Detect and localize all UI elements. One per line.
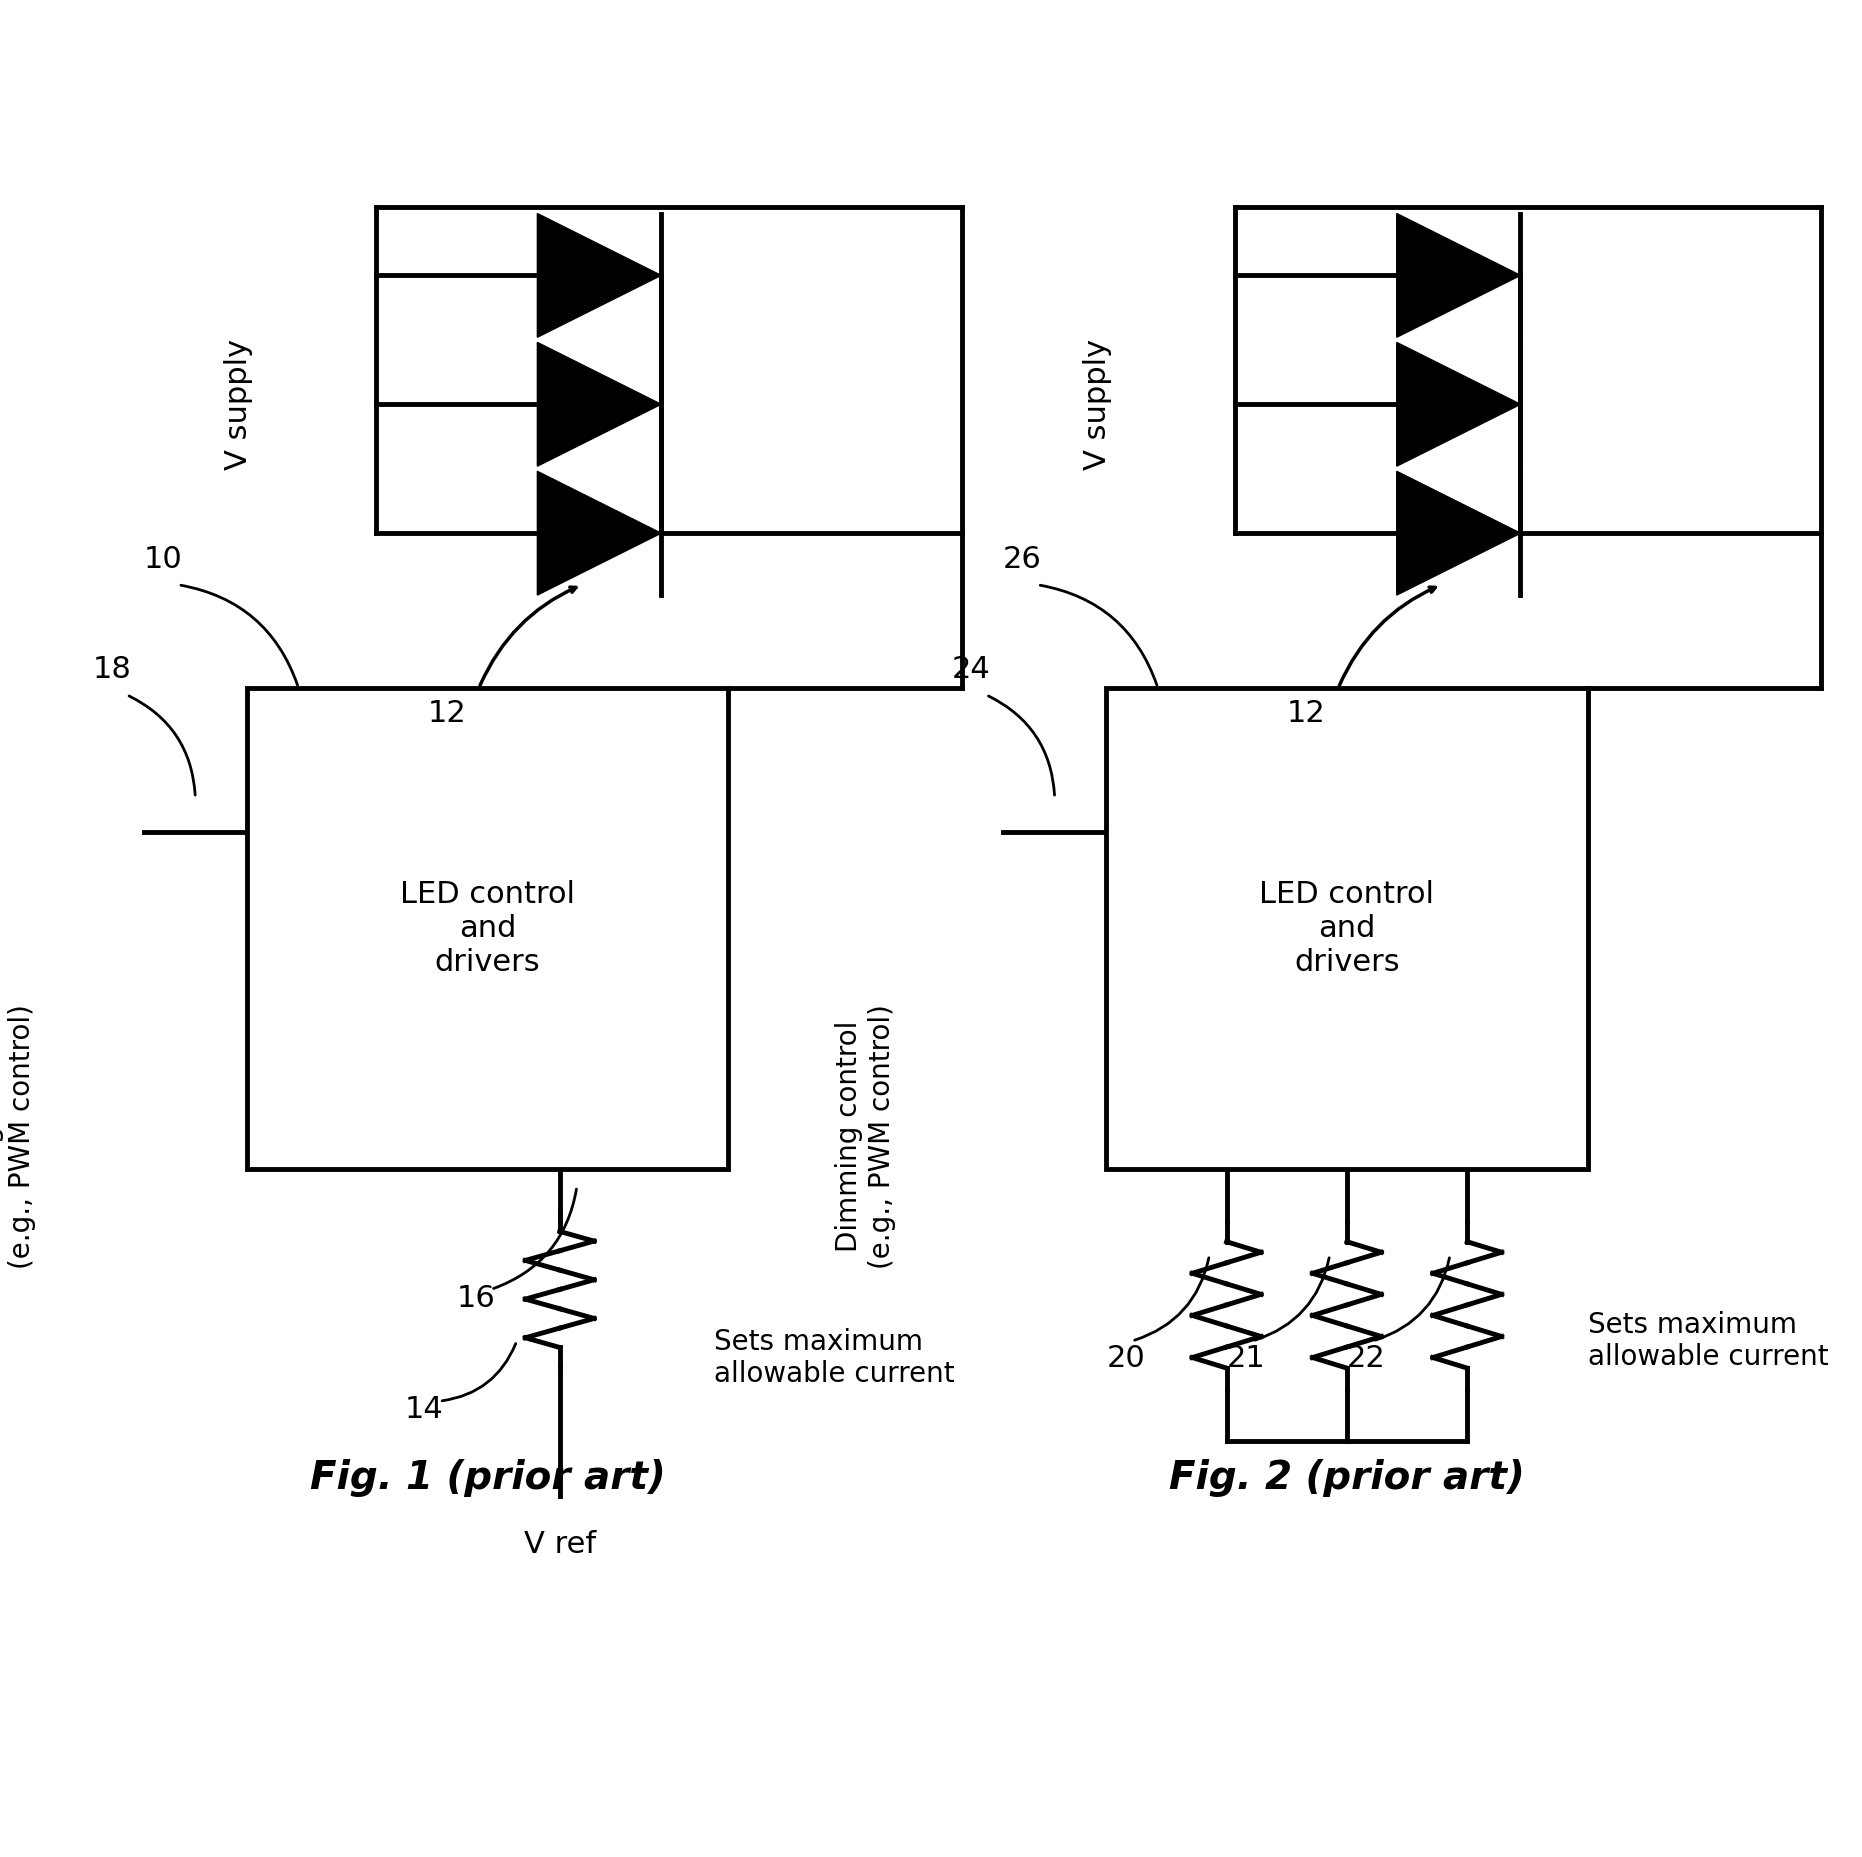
Text: LED control
and
drivers: LED control and drivers (1259, 880, 1434, 977)
Text: Sets maximum
allowable current: Sets maximum allowable current (1588, 1311, 1828, 1370)
Text: V supply: V supply (1084, 338, 1112, 470)
Polygon shape (1396, 214, 1521, 338)
Text: 10: 10 (143, 544, 182, 574)
Text: 12: 12 (428, 700, 466, 728)
Text: 22: 22 (1346, 1344, 1385, 1372)
Text: 20: 20 (1106, 1344, 1145, 1372)
Text: 12: 12 (1287, 700, 1326, 728)
Text: V ref: V ref (523, 1530, 596, 1560)
Text: 14: 14 (406, 1395, 443, 1424)
Text: 26: 26 (1004, 544, 1043, 574)
Text: Fig. 1 (prior art): Fig. 1 (prior art) (309, 1460, 665, 1497)
Text: Dimming control
(e.g., PWM control): Dimming control (e.g., PWM control) (0, 1005, 37, 1268)
Text: 21: 21 (1227, 1344, 1266, 1372)
Text: LED control
and
drivers: LED control and drivers (400, 880, 575, 977)
Polygon shape (538, 472, 661, 594)
Polygon shape (538, 214, 661, 338)
Polygon shape (1396, 342, 1521, 466)
Text: 24: 24 (951, 654, 991, 683)
Polygon shape (538, 342, 661, 466)
Text: Sets maximum
allowable current: Sets maximum allowable current (715, 1328, 955, 1389)
Text: V supply: V supply (223, 338, 253, 470)
Text: 18: 18 (93, 654, 130, 683)
Text: Dimming control
(e.g., PWM control): Dimming control (e.g., PWM control) (836, 1005, 896, 1268)
Polygon shape (1396, 472, 1521, 594)
FancyBboxPatch shape (248, 687, 728, 1170)
FancyBboxPatch shape (1106, 687, 1588, 1170)
Text: Fig. 2 (prior art): Fig. 2 (prior art) (1169, 1460, 1525, 1497)
Text: 16: 16 (456, 1283, 495, 1313)
